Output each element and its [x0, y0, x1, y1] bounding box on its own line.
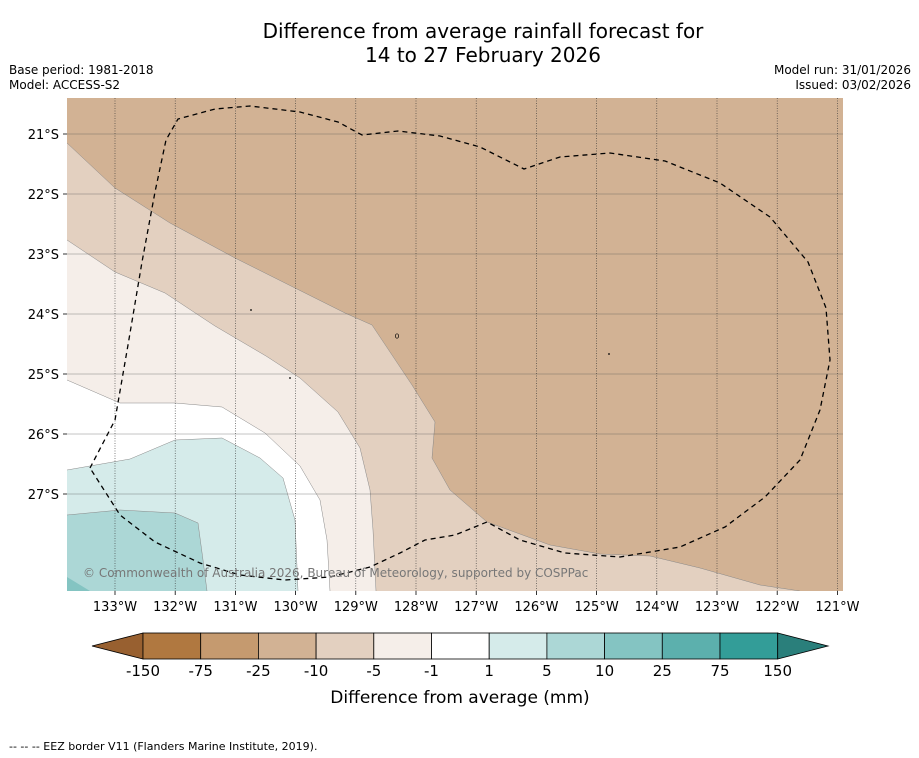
eez-border — [89, 105, 831, 581]
colorbar-tick-label: 5 — [542, 662, 552, 680]
lon-label: 123°W — [695, 600, 739, 615]
colorbar-tick-label: -150 — [126, 662, 160, 680]
colorbar-swatch — [200, 632, 259, 660]
colorbar-swatch — [488, 632, 548, 660]
contour-pos5 — [67, 510, 207, 591]
meta-right: Model run: 31/01/2026 Issued: 03/02/2026 — [774, 63, 911, 93]
longitude-gridlines — [114, 98, 838, 591]
latitude-labels: 21°S 22°S 23°S 24°S 25°S 26°S 27°S — [28, 128, 59, 503]
lon-label: 131°W — [213, 600, 257, 615]
title-line-2: 14 to 27 February 2026 — [365, 43, 601, 67]
contour-pos10 — [67, 577, 90, 591]
colorbar-swatch — [315, 632, 375, 660]
lat-label: 26°S — [28, 428, 59, 443]
latitude-gridlines — [67, 133, 843, 495]
colorbar-tick-label: 1 — [484, 662, 494, 680]
island-3 — [608, 353, 610, 355]
lon-label: 128°W — [394, 600, 438, 615]
contour-lines — [67, 142, 801, 591]
colorbar-tick-label: -5 — [366, 662, 381, 680]
colorbar-swatch — [719, 632, 779, 660]
colorbar-tick-label: 10 — [595, 662, 614, 680]
colorbar-swatch — [257, 632, 317, 660]
lat-label: 21°S — [28, 128, 59, 143]
colorbar-under-arrow — [91, 632, 144, 660]
colorbar-label: Difference from average (mm) — [330, 688, 589, 708]
base-period: Base period: 1981-2018 — [9, 63, 154, 77]
latitude-ticks — [63, 133, 67, 495]
lon-label: 133°W — [93, 600, 137, 615]
colorbar-tick-label: 75 — [710, 662, 729, 680]
colorbar-swatch — [142, 632, 202, 660]
lon-label: 122°W — [755, 600, 799, 615]
eez-legend-note: -- -- -- EEZ border V11 (Flanders Marine… — [9, 740, 318, 753]
colorbar-swatch — [661, 632, 721, 660]
lon-label: 132°W — [153, 600, 197, 615]
lat-label: 22°S — [28, 188, 59, 203]
lon-label: 130°W — [274, 600, 318, 615]
lon-label: 124°W — [635, 600, 679, 615]
colorbar-over-arrow — [777, 632, 830, 660]
model-name: Model: ACCESS-S2 — [9, 78, 121, 92]
islands — [250, 309, 610, 379]
chart-title: Difference from average rainfall forecas… — [0, 19, 919, 67]
lon-label: 126°W — [514, 600, 558, 615]
lat-label: 25°S — [28, 368, 59, 383]
island-4 — [395, 333, 399, 339]
meta-left: Base period: 1981-2018 Model: ACCESS-S2 — [9, 63, 154, 93]
lat-label: 23°S — [28, 248, 59, 263]
model-run: Model run: 31/01/2026 — [773, 63, 911, 77]
colorbar-tick-label: -25 — [246, 662, 271, 680]
colorbar-tick-label: -1 — [424, 662, 439, 680]
issued-date: Issued: 03/02/2026 — [795, 78, 911, 92]
longitude-ticks — [114, 591, 838, 595]
colorbar-swatch — [431, 632, 490, 660]
lon-label: 127°W — [454, 600, 498, 615]
colorbar-tick-label: -10 — [304, 662, 329, 680]
longitude-labels: 133°W 132°W 131°W 130°W 129°W 128°W 127°W 126°W… — [93, 600, 860, 615]
colorbar-swatch — [604, 632, 663, 660]
colorbar-swatch — [546, 632, 606, 660]
lon-label: 121°W — [815, 600, 859, 615]
colorbar-tick-label: 150 — [763, 662, 792, 680]
lat-label: 24°S — [28, 308, 59, 323]
lon-label: 125°W — [575, 600, 619, 615]
colorbar-swatch — [373, 632, 432, 660]
colorbar-tick-label: 25 — [653, 662, 672, 680]
lon-label: 129°W — [334, 600, 378, 615]
island-2 — [289, 377, 291, 379]
island-1 — [250, 309, 252, 311]
copyright-notice: © Commonwealth of Australia 2026, Bureau… — [83, 566, 588, 580]
colorbar-tick-label: -75 — [188, 662, 213, 680]
colorbar-tick-labels: -150 -75 -25 -10 -5 -1 1 5 10 25 75 150 — [126, 662, 792, 680]
map-area: © Commonwealth of Australia 2026, Bureau… — [67, 98, 843, 591]
title-line-1: Difference from average rainfall forecas… — [262, 19, 704, 43]
lat-label: 27°S — [28, 488, 59, 503]
colorbar — [91, 632, 830, 660]
